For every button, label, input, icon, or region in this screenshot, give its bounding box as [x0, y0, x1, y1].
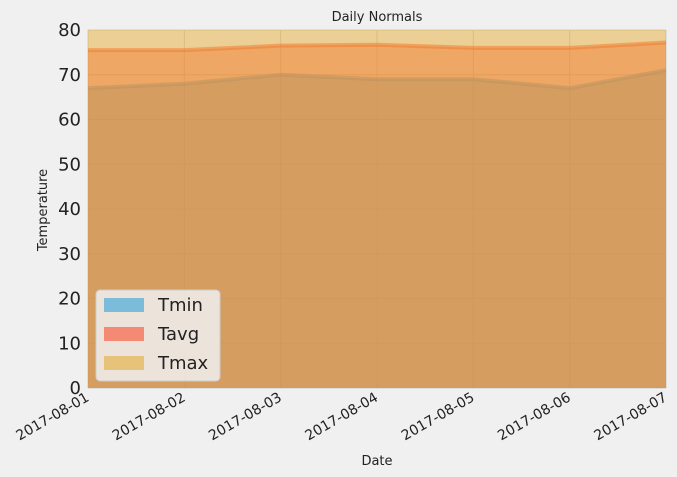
- y-tick-label-6: 60: [58, 110, 81, 131]
- y-tick-label-8: 80: [58, 20, 81, 41]
- x-tick-label-2: 2017-08-03: [206, 390, 284, 445]
- area-tmax: [88, 30, 666, 388]
- y-tick-label-1: 10: [58, 333, 81, 354]
- x-tick-label-3: 2017-08-04: [303, 390, 382, 445]
- x-tick-label-5: 2017-08-06: [495, 390, 574, 445]
- legend-label-tmin: Tmin: [157, 295, 203, 316]
- y-tick-label-0: 0: [70, 378, 81, 399]
- legend-swatch-tmin: [104, 298, 144, 312]
- area-series: [88, 30, 666, 388]
- legend-label-tmax: Tmax: [157, 353, 209, 374]
- x-tick-label-1: 2017-08-02: [110, 390, 188, 445]
- y-tick-label-3: 30: [58, 244, 81, 265]
- y-tick-label-2: 20: [58, 289, 81, 310]
- x-tick-label-4: 2017-08-05: [399, 390, 477, 445]
- x-axis-label: Date: [361, 454, 392, 469]
- y-axis-label: Temperature: [36, 169, 51, 252]
- chart-title: Daily Normals: [332, 10, 423, 25]
- legend: Tmin Tavg Tmax: [95, 289, 221, 382]
- y-tick-label-7: 70: [58, 65, 81, 86]
- y-tick-label-5: 50: [58, 154, 81, 175]
- legend-swatch-tavg: [104, 327, 144, 341]
- legend-swatch-tmax: [104, 356, 144, 370]
- legend-label-tavg: Tavg: [157, 324, 199, 345]
- x-tick-label-6: 2017-08-07: [592, 390, 670, 445]
- x-tick-labels: 2017-08-01 2017-08-02 2017-08-03 2017-08-04…: [14, 390, 670, 445]
- x-tick-label-0: 2017-08-01: [14, 390, 92, 445]
- y-tick-labels: 0 10 20 30 40 50 60 70 80: [58, 20, 81, 399]
- y-tick-label-4: 40: [58, 199, 81, 220]
